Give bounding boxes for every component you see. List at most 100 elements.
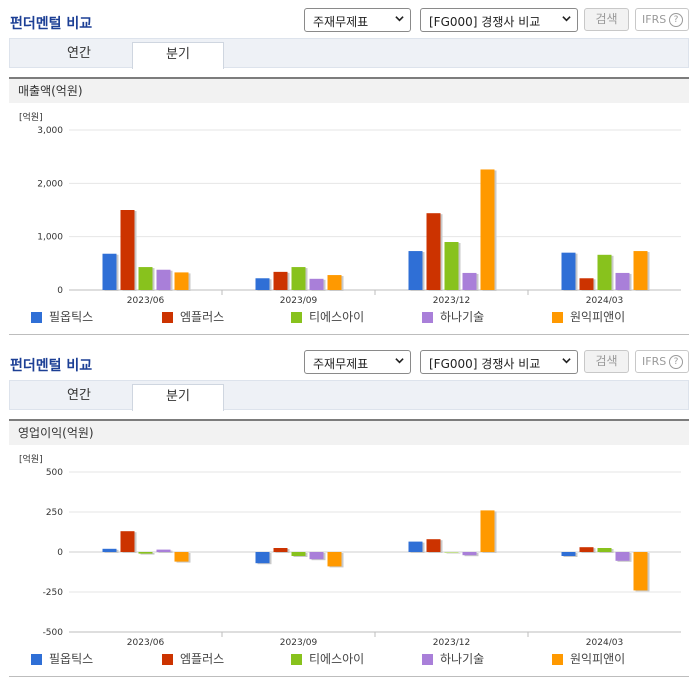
bar [291,552,306,556]
bar [309,278,324,290]
statement-type-select[interactable]: 주재무제표 [304,8,411,32]
legend-item[interactable]: 하나기술 [422,309,484,325]
bar [480,169,495,290]
legend-label: 티에스아이 [309,310,365,324]
legend-item[interactable]: 필옵틱스 [31,651,93,667]
y-tick-label: 2,000 [37,179,63,189]
chevron-down-icon [395,16,404,22]
help-icon[interactable]: ? [669,13,683,27]
bar [597,254,612,290]
bar [255,278,270,290]
search-button[interactable]: 검색 [584,8,629,31]
period-tabs: 연간 분기 [9,38,689,69]
panel-header: 펀더멘털 비교 주재무제표 [FG000] 경쟁사 비교 검색 IFRS ? [0,342,696,380]
metric-label: 영업이익(억원) [9,419,689,445]
legend-swatch [422,312,433,323]
x-tick-label: 2024/03 [586,638,623,648]
bar-shadow [446,553,461,554]
sales-chart-svg: [억원] 0 1,000 2,000 3,000 2023/06 2023/09 2023/1… [19,111,681,306]
x-tick-label: 2023/09 [280,296,318,306]
legend-swatch [31,654,42,665]
bar [255,552,270,564]
x-tick-label: 2024/03 [586,296,623,306]
legend-item[interactable]: 티에스아이 [291,309,364,325]
y-tick-label: 0 [57,548,63,558]
fundamental-panel-sales: 펀더멘털 비교 주재무제표 [FG000] 경쟁사 비교 검색 IFRS ? 연… [0,0,696,335]
ifrs-label: IFRS [642,355,667,368]
bar [615,272,630,290]
legend-swatch [291,654,302,665]
operating-profit-chart-svg: [억원] -500 -250 0 250 500 2023/06 2023/09 2023/12… [19,453,681,648]
tab-quarterly[interactable]: 분기 [132,42,224,69]
tab-annual[interactable]: 연간 [67,46,91,61]
bar [480,510,495,552]
panel-title: 펀더멘털 비교 [10,358,93,374]
legend-item[interactable]: 원익피앤이 [552,651,625,667]
legend-item[interactable]: 하나기술 [422,651,484,667]
help-icon[interactable]: ? [669,355,683,369]
legend-swatch [31,312,42,323]
ifrs-button[interactable]: IFRS ? [635,8,689,31]
panel-header: 펀더멘털 비교 주재무제표 [FG000] 경쟁사 비교 검색 IFRS ? [0,0,696,38]
bar [291,267,306,290]
legend-item[interactable]: 필옵틱스 [31,309,93,325]
search-button[interactable]: 검색 [584,350,629,373]
chevron-down-icon [395,358,404,364]
x-tick-label: 2023/12 [433,638,470,648]
bar [156,549,171,552]
tab-quarterly[interactable]: 분기 [132,384,224,411]
statement-type-select[interactable]: 주재무제표 [304,350,411,374]
fundamental-panel-operating-profit: 펀더멘털 비교 주재무제표 [FG000] 경쟁사 비교 검색 IFRS ? 연… [0,342,696,677]
legend-swatch [552,312,563,323]
legend-swatch [162,312,173,323]
legend-label: 하나기술 [440,652,485,666]
bar [561,552,576,556]
sales-chart: [억원] 0 1,000 2,000 3,000 2023/06 2023/09 2023/1… [9,103,689,335]
ifrs-label: IFRS [642,13,667,26]
y-tick-label: -250 [43,588,64,598]
legend-item[interactable]: 원익피앤이 [552,309,625,325]
period-tabs: 연간 분기 [9,380,689,411]
legend-item[interactable]: 엠플러스 [162,309,224,325]
x-tick-label: 2023/06 [127,638,165,648]
legend-swatch [291,312,302,323]
bar [426,213,441,290]
legend-item[interactable]: 엠플러스 [162,651,224,667]
bar [102,548,117,552]
bar-shadow [140,553,155,555]
bar [579,547,594,552]
chevron-down-icon [562,16,571,22]
bar [174,552,189,562]
y-tick-label: 3,000 [37,126,63,136]
comparison-group-select[interactable]: [FG000] 경쟁사 비교 [420,8,578,32]
bar [444,552,459,553]
legend-label: 원익피앤이 [570,652,626,666]
legend-item[interactable]: 티에스아이 [291,651,364,667]
bar [615,552,630,561]
bar [408,541,423,552]
bar [273,271,288,290]
bar [426,539,441,552]
bar [597,548,612,552]
comparison-group-select[interactable]: [FG000] 경쟁사 비교 [420,350,578,374]
chevron-down-icon [562,358,571,364]
x-tick-label: 2023/09 [280,638,318,648]
statement-type-value: 주재무제표 [313,357,369,371]
bar [120,210,135,290]
bar [561,252,576,290]
bar [138,267,153,290]
ifrs-button[interactable]: IFRS ? [635,350,689,373]
legend-label: 필옵틱스 [49,310,94,324]
legend-swatch [552,654,563,665]
tab-annual[interactable]: 연간 [67,388,91,403]
legend-swatch [422,654,433,665]
y-tick-label: 0 [57,286,63,296]
y-tick-label: 1,000 [37,233,63,243]
x-tick-label: 2023/12 [433,296,470,306]
legend-label: 원익피앤이 [570,310,626,324]
bar [579,278,594,290]
statement-type-value: 주재무제표 [313,15,369,29]
legend-swatch [162,654,173,665]
metric-label: 매출액(억원) [9,77,689,103]
bar [174,272,189,290]
